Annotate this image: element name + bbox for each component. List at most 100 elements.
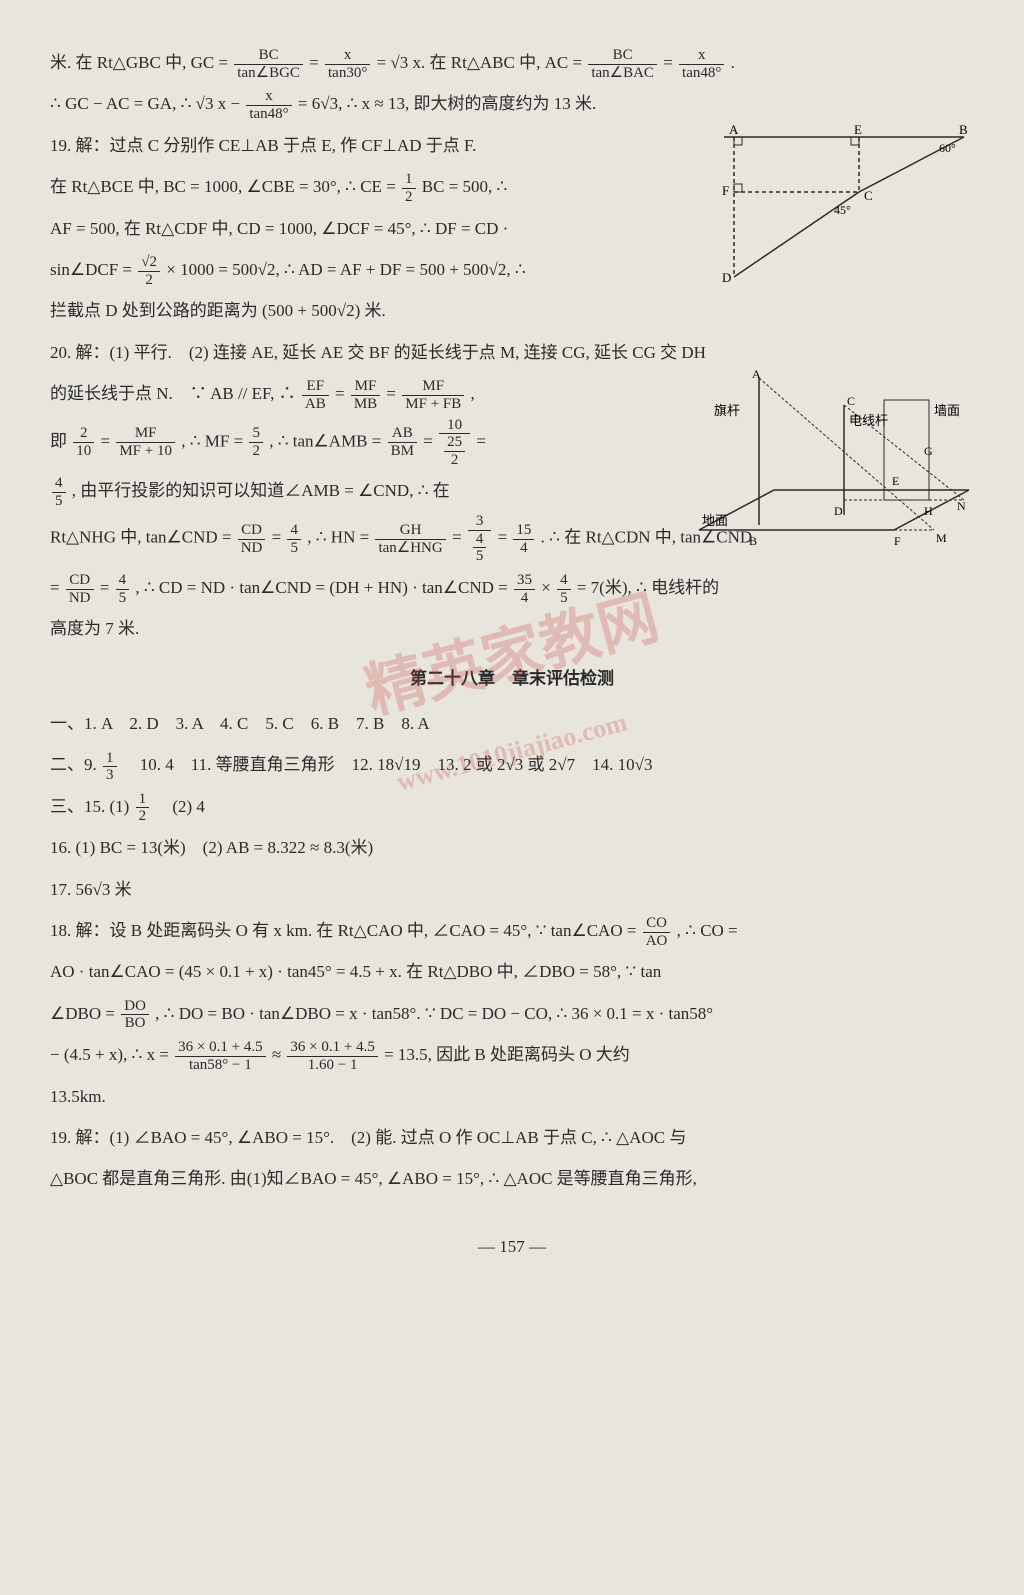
text: (2) 4 — [155, 797, 205, 816]
text-line: 拦截点 D 处到公路的距离为 (500 + 500√2) 米. — [50, 292, 974, 329]
answer-line: 三、15. (1) 12 (2) 4 — [50, 788, 974, 825]
text: = 6√3, ∴ x ≈ 13, 即大树的高度约为 13 米. — [298, 94, 596, 113]
text: = √3 x. 在 Rt△ABC 中, AC = — [377, 53, 587, 72]
fraction: COAO — [643, 915, 671, 949]
fraction: 52 — [249, 425, 263, 459]
text: = — [663, 53, 677, 72]
svg-text:60°: 60° — [939, 141, 956, 155]
text: , ∴ tan∠AMB = — [269, 431, 385, 450]
text: ∠DBO = — [50, 1004, 119, 1023]
text: ≈ — [272, 1045, 286, 1064]
text: 10. 4 11. 等腰直角三角形 12. 18√19 13. 2 或 2√3 … — [123, 755, 653, 774]
fraction: xtan48° — [679, 47, 724, 81]
text: × 1000 = 500√2, ∴ AD = AF + DF = 500 + 5… — [166, 260, 525, 279]
fraction: 345 — [468, 513, 492, 565]
text: Rt△NHG 中, tan∠CND = — [50, 528, 236, 547]
text-line: 米. 在 Rt△GBC 中, GC = BCtan∠BGC = xtan30° … — [50, 44, 974, 81]
fraction: 45 — [287, 522, 301, 556]
text: = — [101, 431, 115, 450]
text: 米. 在 Rt△GBC 中, GC = — [50, 53, 232, 72]
text: = — [272, 528, 286, 547]
fraction: 45 — [52, 475, 66, 509]
text: 的延长线于点 N. ∵ AB // EF, ∴ — [50, 384, 300, 403]
text: 拦截点 D 处到公路的距离为 (500 + 500√2) 米. — [50, 301, 386, 320]
text: AF = 500, 在 Rt△CDF 中, CD = 1000, ∠DCF = … — [50, 219, 508, 238]
text-line: sin∠DCF = √22 × 1000 = 500√2, ∴ AD = AF … — [50, 251, 974, 288]
fraction: √22 — [138, 254, 160, 288]
fraction: GHtan∠HNG — [375, 522, 445, 556]
text: . ∴ 在 Rt△CDN 中, tan∠CND — [541, 528, 753, 547]
svg-text:A: A — [729, 122, 739, 137]
text: − (4.5 + x), ∴ x = — [50, 1045, 173, 1064]
fraction: DOBO — [121, 998, 149, 1032]
text-line: 的延长线于点 N. ∵ AB // EF, ∴ EFAB = MFMB = MF… — [50, 375, 974, 412]
fraction: 13 — [103, 750, 117, 784]
text: 在 Rt△BCE 中, BC = 1000, ∠CBE = 30°, ∴ CE … — [50, 177, 400, 196]
text: , ∴ HN = — [307, 528, 373, 547]
fraction: 36 × 0.1 + 4.51.60 − 1 — [287, 1039, 377, 1073]
text-line: ∴ GC − AC = GA, ∴ √3 x − xtan48° = 6√3, … — [50, 85, 974, 122]
text: , ∴ DO = BO · tan∠DBO = x · tan58°. ∵ DC… — [155, 1004, 713, 1023]
text: 即 — [50, 431, 71, 450]
fraction: 45 — [116, 572, 130, 606]
text: ∴ GC − AC = GA, ∴ √3 x − — [50, 94, 244, 113]
svg-text:A: A — [752, 370, 761, 381]
text-line: 19. 解：(1) ∠BAO = 45°, ∠ABO = 15°. (2) 能.… — [50, 1119, 974, 1156]
text: , ∴ MF = — [181, 431, 247, 450]
text: 18. 解：设 B 处距离码头 O 有 x km. 在 Rt△CAO 中, ∠C… — [50, 921, 641, 940]
text: = 13.5, 因此 B 处距离码头 O 大约 — [384, 1045, 630, 1064]
fraction: 210 — [73, 425, 94, 459]
text: = — [476, 431, 486, 450]
fraction: EFAB — [302, 378, 329, 412]
page-content: 精英家教网 www.1010jiajiao.com 米. 在 Rt△GBC 中,… — [50, 44, 974, 1265]
text-line: AF = 500, 在 Rt△CDF 中, CD = 1000, ∠DCF = … — [50, 210, 974, 247]
text: = 7(米), ∴ 电线杆的 — [577, 578, 719, 597]
text-line: 16. (1) BC = 13(米) (2) AB = 8.322 ≈ 8.3(… — [50, 829, 974, 866]
fraction: CDND — [66, 572, 94, 606]
text-line: △BOC 都是直角三角形. 由(1)知∠BAO = 45°, ∠ABO = 15… — [50, 1160, 974, 1197]
text-line: − (4.5 + x), ∴ x = 36 × 0.1 + 4.5tan58° … — [50, 1036, 974, 1073]
text: sin∠DCF = — [50, 260, 136, 279]
text-line: Rt△NHG 中, tan∠CND = CDND = 45 , ∴ HN = G… — [50, 513, 974, 565]
text-line: 45 , 由平行投影的知识可以知道∠AMB = ∠CND, ∴ 在 — [50, 472, 974, 509]
text: = — [100, 578, 114, 597]
fraction: BCtan∠BGC — [234, 47, 303, 81]
text-line: AO · tan∠CAO = (45 × 0.1 + x) · tan45° =… — [50, 953, 974, 990]
fraction: 10252 — [439, 417, 470, 469]
text: = — [50, 578, 64, 597]
text: = — [498, 528, 512, 547]
fraction: CDND — [238, 522, 266, 556]
fraction: MFMF + 10 — [116, 425, 175, 459]
fraction: 45 — [557, 572, 571, 606]
fraction: BCtan∠BAC — [588, 47, 657, 81]
section-title: 第二十八章 章末评估检测 — [50, 660, 974, 697]
text: 20. 解：(1) 平行. (2) 连接 AE, 延长 AE 交 BF 的延长线… — [50, 343, 706, 362]
text-line: 19. 解：过点 C 分别作 CE⊥AB 于点 E, 作 CF⊥AD 于点 F.… — [50, 127, 974, 164]
svg-text:E: E — [854, 122, 862, 137]
text-line: 高度为 7 米. — [50, 610, 974, 647]
fraction: MFMF + FB — [402, 378, 464, 412]
text: 19. 解：过点 C 分别作 CE⊥AB 于点 E, 作 CF⊥AD 于点 F. — [50, 136, 476, 155]
fraction: 154 — [513, 522, 534, 556]
text-line: 在 Rt△BCE 中, BC = 1000, ∠CBE = 30°, ∴ CE … — [50, 168, 974, 205]
text: = — [452, 528, 466, 547]
text-line: 18. 解：设 B 处距离码头 O 有 x km. 在 Rt△CAO 中, ∠C… — [50, 912, 974, 949]
svg-text:B: B — [959, 122, 968, 137]
text: = — [386, 384, 400, 403]
text: , 由平行投影的知识可以知道∠AMB = ∠CND, ∴ 在 — [72, 481, 450, 500]
fraction: 354 — [514, 572, 535, 606]
text: 二、9. — [50, 755, 101, 774]
text: , — [471, 384, 475, 403]
text: 高度为 7 米. — [50, 619, 139, 638]
text-line: ∠DBO = DOBO , ∴ DO = BO · tan∠DBO = x · … — [50, 995, 974, 1032]
text: , ∴ CD = ND · tan∠CND = (DH + HN) · tan∠… — [135, 578, 512, 597]
text: = — [335, 384, 349, 403]
fraction: xtan48° — [246, 88, 291, 122]
text: , ∴ CO = — [677, 921, 738, 940]
text-line: 即 210 = MFMF + 10 , ∴ MF = 52 , ∴ tan∠AM… — [50, 417, 974, 469]
text: = — [423, 431, 437, 450]
fraction: xtan30° — [325, 47, 370, 81]
fraction: 12 — [136, 791, 150, 825]
fraction: 36 × 0.1 + 4.5tan58° − 1 — [175, 1039, 265, 1073]
text: . — [731, 53, 735, 72]
